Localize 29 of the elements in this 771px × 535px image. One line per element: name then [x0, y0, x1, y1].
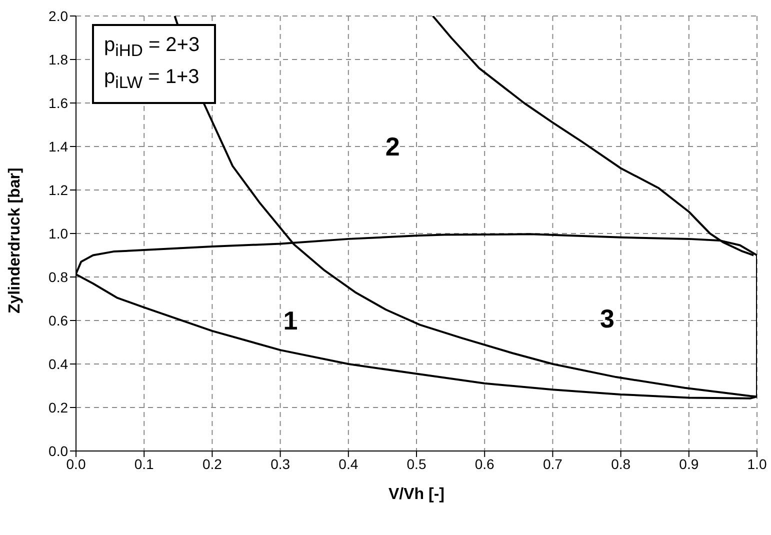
- x-tick-label: 0.2: [202, 456, 222, 472]
- x-tick-label: 0.0: [66, 456, 86, 472]
- x-tick-label: 0.7: [542, 456, 563, 472]
- y-tick-label: 0.4: [48, 356, 68, 372]
- x-axis-title: V/Vh [-]: [388, 486, 444, 503]
- x-tick-label: 0.3: [270, 456, 290, 472]
- x-tick-label: 0.5: [406, 456, 426, 472]
- y-tick-label: 1.0: [48, 225, 68, 242]
- y-tick-label: 0.2: [48, 399, 68, 416]
- y-tick-label: 1.4: [48, 138, 68, 154]
- annotation: 1: [283, 306, 298, 336]
- annotation: p$_{iHD}$ = 2+3: [104, 33, 200, 62]
- annotation: 2: [385, 132, 400, 162]
- y-tick-label: 0.6: [48, 312, 68, 328]
- y-tick-label: 2.0: [48, 8, 68, 24]
- y-tick-label: 1.8: [48, 51, 68, 68]
- y-tick-label: 0.8: [48, 268, 68, 285]
- annotation: p$_{iLW}$ = 1+3: [104, 65, 200, 94]
- y-tick-label: 0.0: [48, 442, 68, 459]
- x-tick-label: 0.8: [611, 456, 631, 472]
- x-tick-label: 0.9: [679, 456, 699, 472]
- x-tick-label: 1.0: [747, 456, 767, 472]
- x-tick-label: 0.1: [134, 456, 154, 472]
- y-tick-label: 1.6: [48, 94, 68, 111]
- y-axis-title: Zylinderdruck [bar]: [6, 168, 24, 314]
- annotation: 3: [600, 304, 614, 334]
- x-tick-label: 0.4: [338, 456, 358, 472]
- x-tick-label: 0.6: [474, 456, 495, 472]
- y-tick-label: 1.2: [48, 182, 68, 198]
